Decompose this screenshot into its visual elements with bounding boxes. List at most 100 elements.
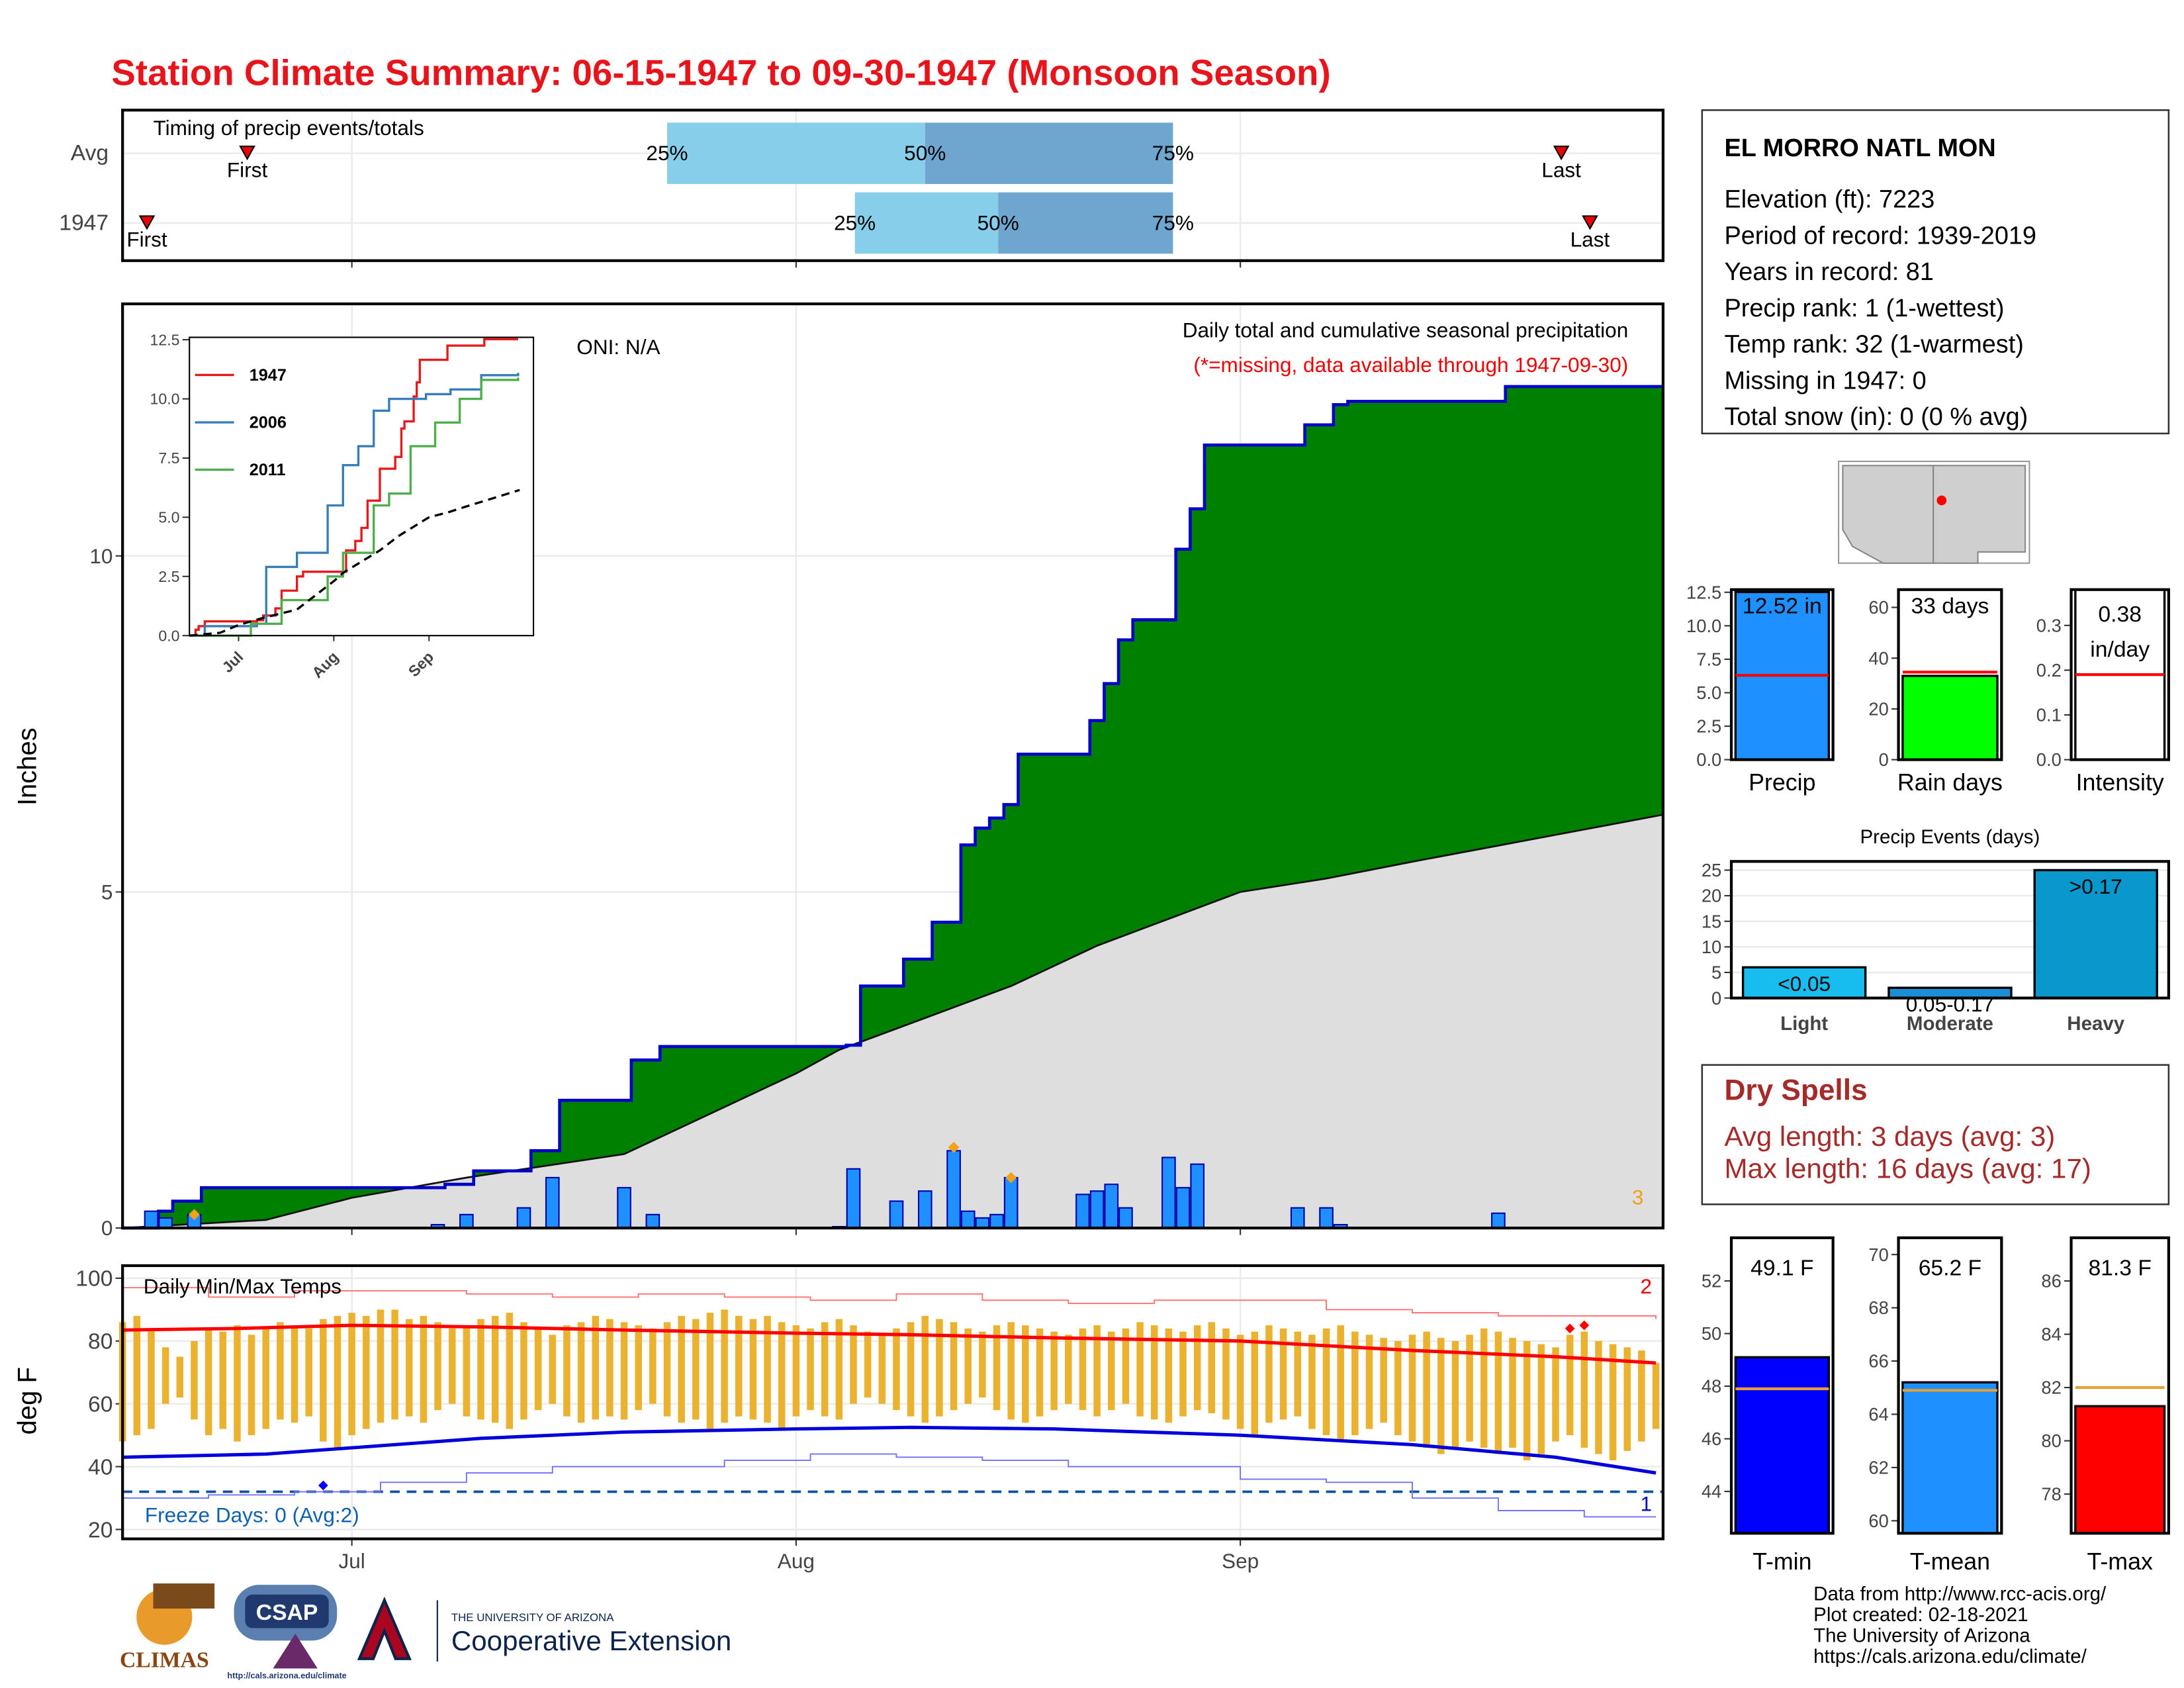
category-label: Intensity: [2076, 769, 2164, 796]
panel-frame: [2070, 588, 2170, 761]
daily-bar: [516, 1207, 531, 1229]
temp-range-bar: [506, 1313, 514, 1429]
low-count: 1: [1640, 1492, 1652, 1516]
station-line: Missing in 1947: 0: [1724, 367, 1926, 395]
temp-range-bar: [1065, 1335, 1072, 1404]
y-tick-label: 70: [1868, 1244, 1888, 1265]
temp-range-bar: [1122, 1328, 1130, 1404]
average-line: [122, 814, 1664, 1229]
marker: [1005, 1172, 1017, 1184]
y-tick-label: 5: [101, 880, 113, 904]
event-label: Last: [1570, 228, 1610, 252]
y-tick-label: 2.5: [1696, 716, 1721, 737]
bin-label: >0.17: [2070, 874, 2122, 898]
temp-range-bar: [291, 1325, 298, 1423]
bar: [1741, 966, 1867, 1000]
temp-range-bar: [1251, 1331, 1259, 1436]
temp-range-bar: [434, 1322, 441, 1411]
temp-range-bar: [305, 1328, 312, 1417]
footer-line: https://cals.arizona.edu/climate/: [1813, 1646, 2087, 1667]
station-line: Total snow (in): 0 (0 % avg): [1724, 403, 2028, 431]
temp-range-bar: [1394, 1340, 1402, 1436]
legend-label: 2006: [250, 413, 287, 432]
legend-label: 1947: [250, 366, 287, 385]
panel-frame: [121, 302, 1664, 1230]
logo-text: CSAP: [256, 1601, 318, 1625]
category-label: Moderate: [1907, 1013, 1993, 1035]
y-tick-label: 66: [1868, 1351, 1888, 1372]
panel-background: [189, 337, 534, 636]
temp-range-bar: [405, 1319, 413, 1417]
temp-range-bar: [1294, 1331, 1301, 1417]
series-line: [189, 489, 520, 637]
oni-label: ONI: N/A: [576, 335, 660, 359]
logo-text: Cooperative Extension: [451, 1625, 731, 1656]
y-tick-label: 0.0: [2036, 749, 2062, 770]
y-tick-label: 60: [1868, 597, 1888, 618]
chart-title: Station Climate Summary: 06-15-1947 to 0…: [111, 52, 1330, 93]
panel-title: Daily Min/Max Temps: [144, 1274, 341, 1298]
y-tick-label: 7.5: [158, 449, 179, 467]
temp-range-bar: [133, 1315, 141, 1436]
temp-range-bar: [534, 1328, 542, 1411]
daily-bar: [1491, 1212, 1506, 1229]
temp-range-bar: [907, 1322, 915, 1417]
logo-text: http://cals.arizona.edu/climate: [227, 1671, 346, 1680]
temp-range-bar: [1451, 1340, 1459, 1448]
temp-range-bar: [1150, 1325, 1158, 1420]
temp-range-bar: [692, 1319, 700, 1420]
y-tick-label: 44: [1702, 1481, 1721, 1502]
y-tick-label: 60: [1868, 1511, 1888, 1531]
bar: [2074, 1405, 2166, 1534]
y-tick-label: 86: [2041, 1271, 2061, 1291]
temp-range-bar: [377, 1309, 385, 1423]
value-label: 81.3 F: [2088, 1256, 2151, 1281]
logo-shape: [153, 1583, 215, 1609]
value-label: 65.2 F: [1919, 1256, 1981, 1281]
x-tick-label: Sep: [1222, 1549, 1259, 1573]
y-axis-label: deg F: [13, 1367, 42, 1434]
temp-range-bar: [1208, 1322, 1216, 1413]
temp-range-bar: [191, 1340, 198, 1420]
value-label: 12.52 in: [1743, 594, 1822, 618]
y-tick-label: 10: [89, 544, 113, 568]
daily-bar: [1118, 1207, 1133, 1229]
quartile-bar: [925, 122, 1173, 184]
value-label-line: 0.38: [2098, 602, 2142, 627]
temp-range-bar: [749, 1319, 757, 1420]
record-marker: [318, 1480, 328, 1491]
logo-text: CLIMAS: [120, 1648, 209, 1672]
category-label: T-mean: [1910, 1548, 1990, 1575]
logo-shape: [245, 1594, 329, 1628]
y-tick-label: 0.0: [1696, 749, 1721, 770]
avg-max-line: [122, 1323, 1657, 1365]
y-tick-label: 46: [1702, 1429, 1721, 1449]
daily-bar: [545, 1176, 560, 1229]
temp-range-bar: [620, 1322, 628, 1420]
temp-range-bar: [735, 1315, 743, 1417]
event-marker: [138, 215, 156, 230]
temp-range-bar: [248, 1335, 255, 1436]
subtitle: Daily total and cumulative seasonal prec…: [1183, 318, 1629, 342]
temp-range-bar: [234, 1325, 241, 1442]
event-marker: [239, 146, 255, 161]
y-tick-label: 0.3: [2036, 615, 2062, 635]
temp-range-bar: [1236, 1335, 1244, 1429]
daily-bar: [846, 1168, 861, 1229]
temp-range-bar: [1279, 1328, 1287, 1420]
quartile-bar: [998, 192, 1173, 254]
station-box: [1701, 109, 2170, 435]
high-count: 2: [1640, 1274, 1652, 1298]
y-tick-label: 2.5: [158, 568, 179, 585]
temp-range-bar: [1093, 1325, 1101, 1417]
y-tick-label: 52: [1702, 1271, 1721, 1291]
value-label: 49.1 F: [1751, 1256, 1813, 1281]
temp-range-bar: [721, 1309, 728, 1423]
row-label: 1947: [59, 211, 109, 235]
temp-range-bar: [606, 1319, 614, 1417]
y-tick-label: 5.0: [1696, 682, 1721, 703]
note: (*=missing, data available through 1947-…: [1193, 353, 1628, 377]
y-tick-label: 48: [1702, 1376, 1721, 1397]
marker: [189, 1209, 200, 1221]
bin-label: 0.05-0.17: [1906, 992, 1994, 1016]
